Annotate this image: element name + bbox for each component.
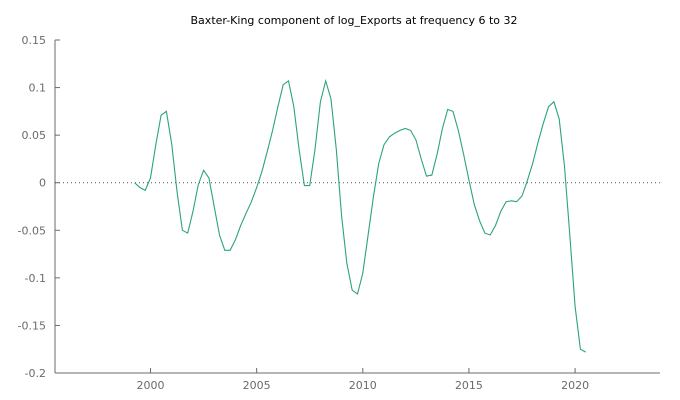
- y-tick-label: -0.2: [25, 367, 46, 380]
- x-tick-label: 2020: [561, 379, 589, 392]
- x-tick-label: 2015: [455, 379, 483, 392]
- y-tick-label: -0.15: [18, 319, 46, 332]
- x-tick-label: 2000: [137, 379, 165, 392]
- series-line: [134, 78, 586, 353]
- chart-title: Baxter-King component of log_Exports at …: [191, 14, 518, 27]
- y-tick-label: 0: [39, 177, 46, 190]
- y-tick-label: 0.05: [22, 129, 47, 142]
- y-tick-label: 0.15: [22, 34, 47, 47]
- y-tick-label: 0.1: [29, 82, 47, 95]
- y-tick-label: -0.05: [18, 224, 46, 237]
- axes: 0.15 0.1 0.05 0 -0.05 -0.1 -0.15 -0.2 2000 2005 20…: [18, 34, 660, 392]
- y-tick-label: -0.1: [25, 272, 46, 285]
- x-tick-label: 2010: [349, 379, 377, 392]
- x-tick-label: 2005: [243, 379, 271, 392]
